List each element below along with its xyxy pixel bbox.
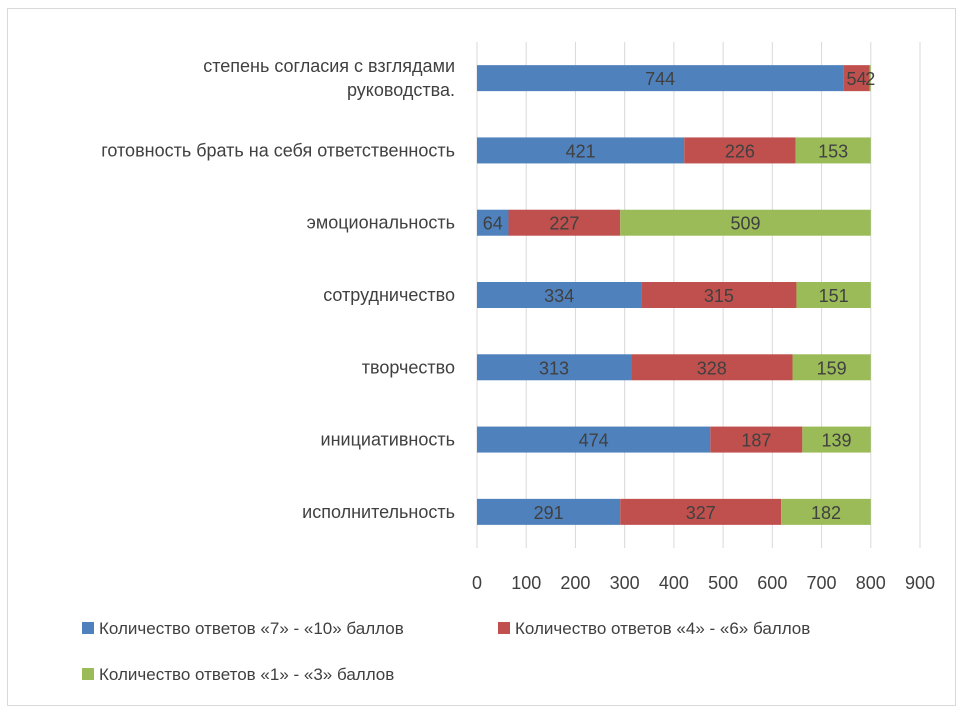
bar-value-label: 64 — [483, 214, 503, 234]
bar-value-label: 139 — [822, 431, 852, 451]
bar-segment — [620, 498, 782, 525]
bar-value-label: 187 — [741, 431, 771, 451]
bar-segment — [796, 282, 871, 308]
legend-entry-label: Количество ответов «1» - «3» баллов — [99, 665, 394, 684]
bar-segment — [477, 354, 632, 381]
x-tick-label: 800 — [856, 573, 886, 593]
category-labels: исполнительность инициативность творчество… — [101, 56, 455, 522]
x-tick-label: 500 — [708, 573, 738, 593]
category-label: руководства. — [347, 80, 455, 100]
category-label: эмоциональность — [307, 213, 455, 233]
bar-segment — [508, 209, 621, 236]
category-label: степень согласия с взглядами — [203, 56, 455, 76]
bar-segment — [802, 426, 871, 453]
bar-value-label: 328 — [697, 358, 727, 378]
bar-segment — [477, 426, 711, 453]
bar-value-label: 226 — [725, 141, 755, 161]
bar-value-label: 744 — [645, 69, 675, 89]
x-tick-label: 200 — [560, 573, 590, 593]
bar-value-label: 474 — [579, 431, 609, 451]
bar-segment — [477, 282, 642, 308]
bar-value-label: 153 — [818, 141, 848, 161]
x-tick-label: 900 — [905, 573, 935, 593]
bar-segment — [843, 65, 870, 92]
legend: Количество ответов «7» - «10» баллов Коли… — [82, 619, 810, 684]
bar-value-label: 334 — [544, 286, 574, 306]
x-tick-label: 600 — [757, 573, 787, 593]
bar-segment — [792, 354, 871, 381]
x-tick-label: 700 — [807, 573, 837, 593]
legend-swatch — [498, 622, 510, 634]
x-axis-ticks: 0 100 200 300 400 500 600 700 800 900 — [472, 573, 935, 593]
legend-entry-label: Количество ответов «7» - «10» баллов — [99, 619, 404, 638]
category-label: исполнительность — [302, 502, 455, 522]
x-tick-label: 400 — [659, 573, 689, 593]
bar-segment — [684, 137, 796, 164]
bar-value-label: 327 — [686, 503, 716, 523]
bar-segment — [781, 498, 871, 525]
bar-segment — [620, 209, 871, 236]
category-label: творчество — [362, 357, 455, 377]
bar-segment — [869, 65, 871, 92]
bar-value-label: 54 — [846, 69, 866, 89]
bar-value-label: 291 — [534, 503, 564, 523]
bar-segment — [477, 209, 509, 236]
legend-entry-label: Количество ответов «4» - «6» баллов — [515, 619, 810, 638]
legend-swatch — [82, 668, 94, 680]
bar-value-label: 182 — [811, 503, 841, 523]
bar-value-label: 313 — [539, 358, 569, 378]
category-label: инициативность — [321, 430, 455, 450]
bar-segment — [477, 137, 685, 164]
bar-segment — [710, 426, 803, 453]
bar-value-label: 509 — [730, 214, 760, 234]
bar-value-label: 159 — [817, 358, 847, 378]
bar-value-label: 421 — [566, 141, 596, 161]
category-label: сотрудничество — [323, 285, 455, 305]
bars — [477, 65, 871, 525]
x-tick-label: 100 — [511, 573, 541, 593]
category-label: готовность брать на себя ответственность — [101, 140, 455, 160]
bar-value-label: 151 — [819, 286, 849, 306]
bar-segment — [477, 498, 621, 525]
bar-value-label: 2 — [865, 69, 875, 89]
x-tick-label: 300 — [610, 573, 640, 593]
bar-segment — [641, 282, 797, 308]
x-tick-label: 0 — [472, 573, 482, 593]
legend-swatch — [82, 622, 94, 634]
bar-segment — [631, 354, 793, 381]
bar-segment — [795, 137, 871, 164]
bar-value-label: 315 — [704, 286, 734, 306]
bar-segment — [477, 65, 844, 92]
bar-value-label: 227 — [549, 214, 579, 234]
